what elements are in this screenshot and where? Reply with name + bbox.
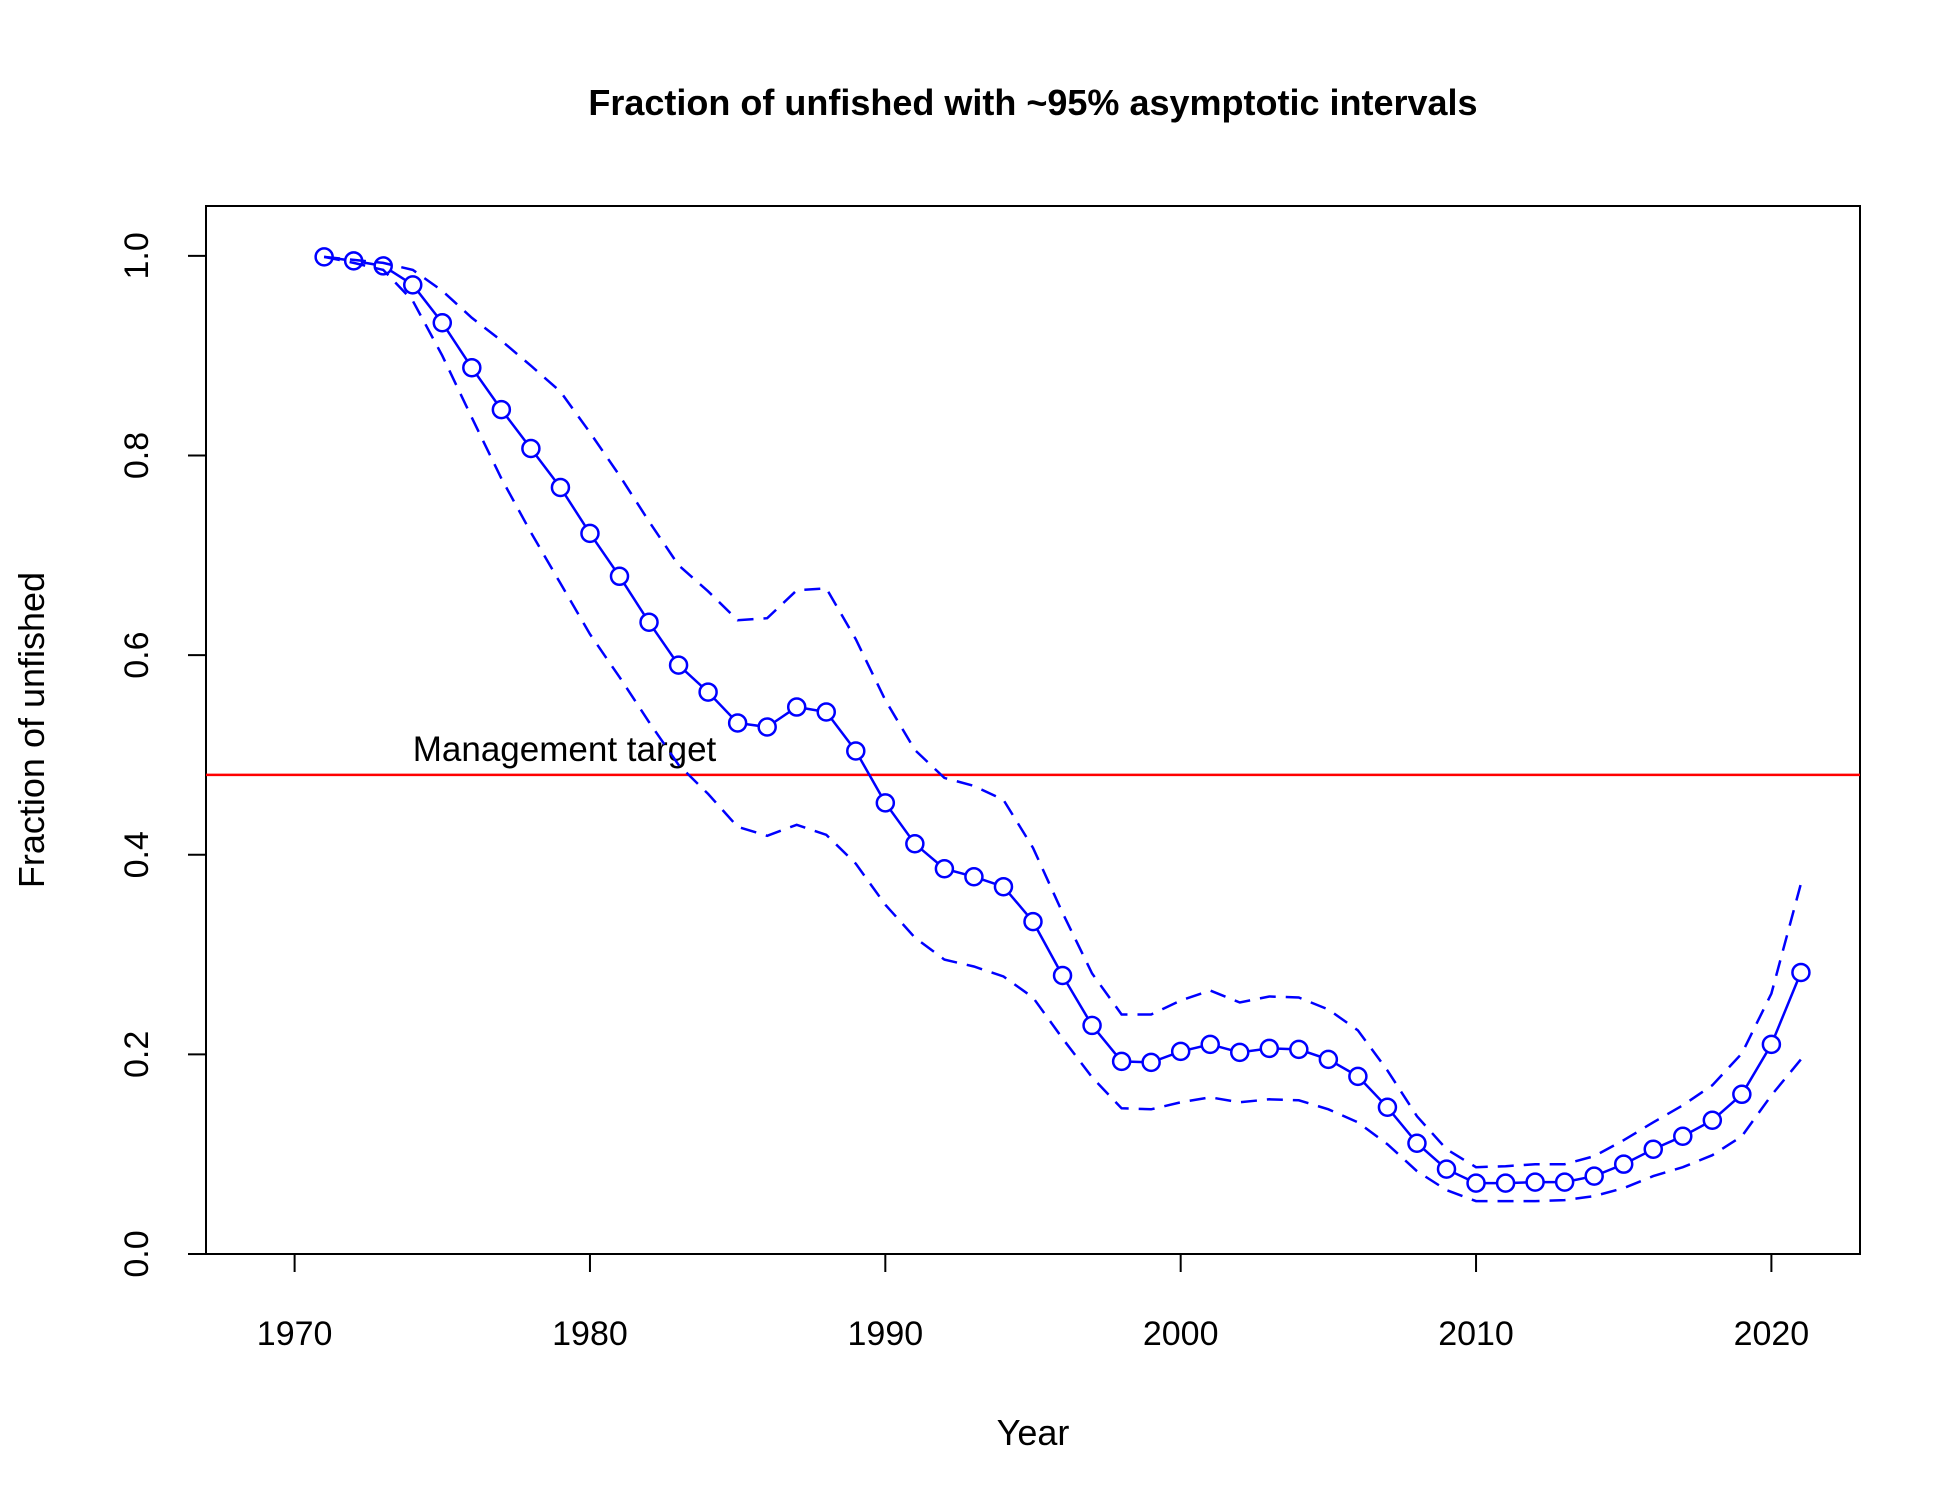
estimate-point: [875, 793, 896, 813]
estimate-point: [1052, 965, 1073, 986]
estimate-point: [639, 612, 659, 632]
estimate-point: [403, 275, 423, 295]
y-axis: 0.0 0.2 0.4 0.6 0.8 1.0: [118, 232, 207, 1278]
estimate-point: [1761, 1034, 1782, 1055]
estimate-point: [1259, 1038, 1280, 1059]
lower-line: [323, 255, 1802, 1203]
estimate-point: [727, 713, 748, 733]
estimate-point: [1673, 1126, 1693, 1146]
estimate-point: [1023, 911, 1043, 932]
x-tick-label: 1980: [552, 1315, 628, 1353]
x-tick-label: 1990: [848, 1315, 924, 1353]
estimate-point: [1554, 1172, 1575, 1192]
y-tick-label: 0.0: [118, 1230, 156, 1277]
estimate-point: [668, 655, 689, 675]
estimate-point: [905, 834, 925, 854]
estimate-point: [934, 858, 955, 879]
x-tick-label: 2020: [1734, 1315, 1810, 1353]
y-tick-label: 0.4: [118, 831, 156, 878]
estimate-point: [1082, 1015, 1102, 1036]
y-tick-label: 0.8: [118, 432, 156, 479]
estimate-point: [846, 741, 866, 761]
estimate-point: [373, 256, 393, 276]
estimate-point: [1643, 1139, 1663, 1159]
x-tick-label: 2000: [1143, 1315, 1219, 1353]
estimate-point: [1318, 1049, 1339, 1070]
estimate-point: [1466, 1173, 1486, 1193]
estimate-point: [432, 313, 453, 333]
estimate-point: [491, 399, 512, 420]
estimate-point: [580, 523, 600, 544]
x-axis-label: Year: [997, 1412, 1070, 1453]
estimate-point: [698, 682, 718, 702]
estimate-point: [964, 866, 984, 887]
management-target-label: Management target: [413, 730, 717, 769]
estimate-point: [609, 566, 630, 587]
estimate-point: [786, 697, 807, 717]
estimate-point: [1495, 1173, 1516, 1193]
estimate-line: [323, 255, 1803, 1185]
estimate-point: [1111, 1051, 1132, 1072]
estimate-point: [816, 702, 836, 722]
estimate-point: [993, 876, 1014, 897]
estimate-point: [1791, 962, 1811, 983]
x-axis: 1970 1980 1990 2000 2010 2020: [257, 1253, 1810, 1353]
estimate-point: [757, 717, 777, 737]
y-axis-label: Fraction of unfished: [11, 572, 52, 888]
chart-title: Fraction of unfished with ~95% asymptoti…: [588, 82, 1477, 123]
estimate-point: [1289, 1039, 1309, 1060]
estimate-point: [1407, 1133, 1427, 1153]
estimate-point: [1170, 1041, 1191, 1062]
estimate-point: [1377, 1097, 1398, 1118]
estimate-point: [1732, 1084, 1752, 1105]
y-tick-label: 0.6: [118, 632, 156, 679]
estimate-point: [521, 438, 541, 459]
estimate-point: [1613, 1154, 1634, 1174]
y-tick-label: 1.0: [118, 232, 156, 279]
estimate-point: [462, 357, 482, 378]
estimate-point: [1436, 1159, 1457, 1179]
estimate-point: [1525, 1172, 1545, 1192]
upper-line: [323, 255, 1803, 1169]
y-tick-label: 0.2: [118, 1031, 156, 1078]
x-tick-label: 2010: [1438, 1315, 1514, 1353]
series-layer: [314, 247, 1811, 1203]
estimate-point: [1584, 1166, 1604, 1186]
estimate-point: [1702, 1110, 1723, 1131]
estimate-point: [1348, 1066, 1368, 1087]
estimate-point: [1200, 1034, 1220, 1055]
estimate-point: [1230, 1042, 1250, 1063]
x-tick-label: 1970: [257, 1315, 333, 1353]
estimate-point: [1141, 1052, 1161, 1073]
estimate-point: [550, 477, 571, 498]
